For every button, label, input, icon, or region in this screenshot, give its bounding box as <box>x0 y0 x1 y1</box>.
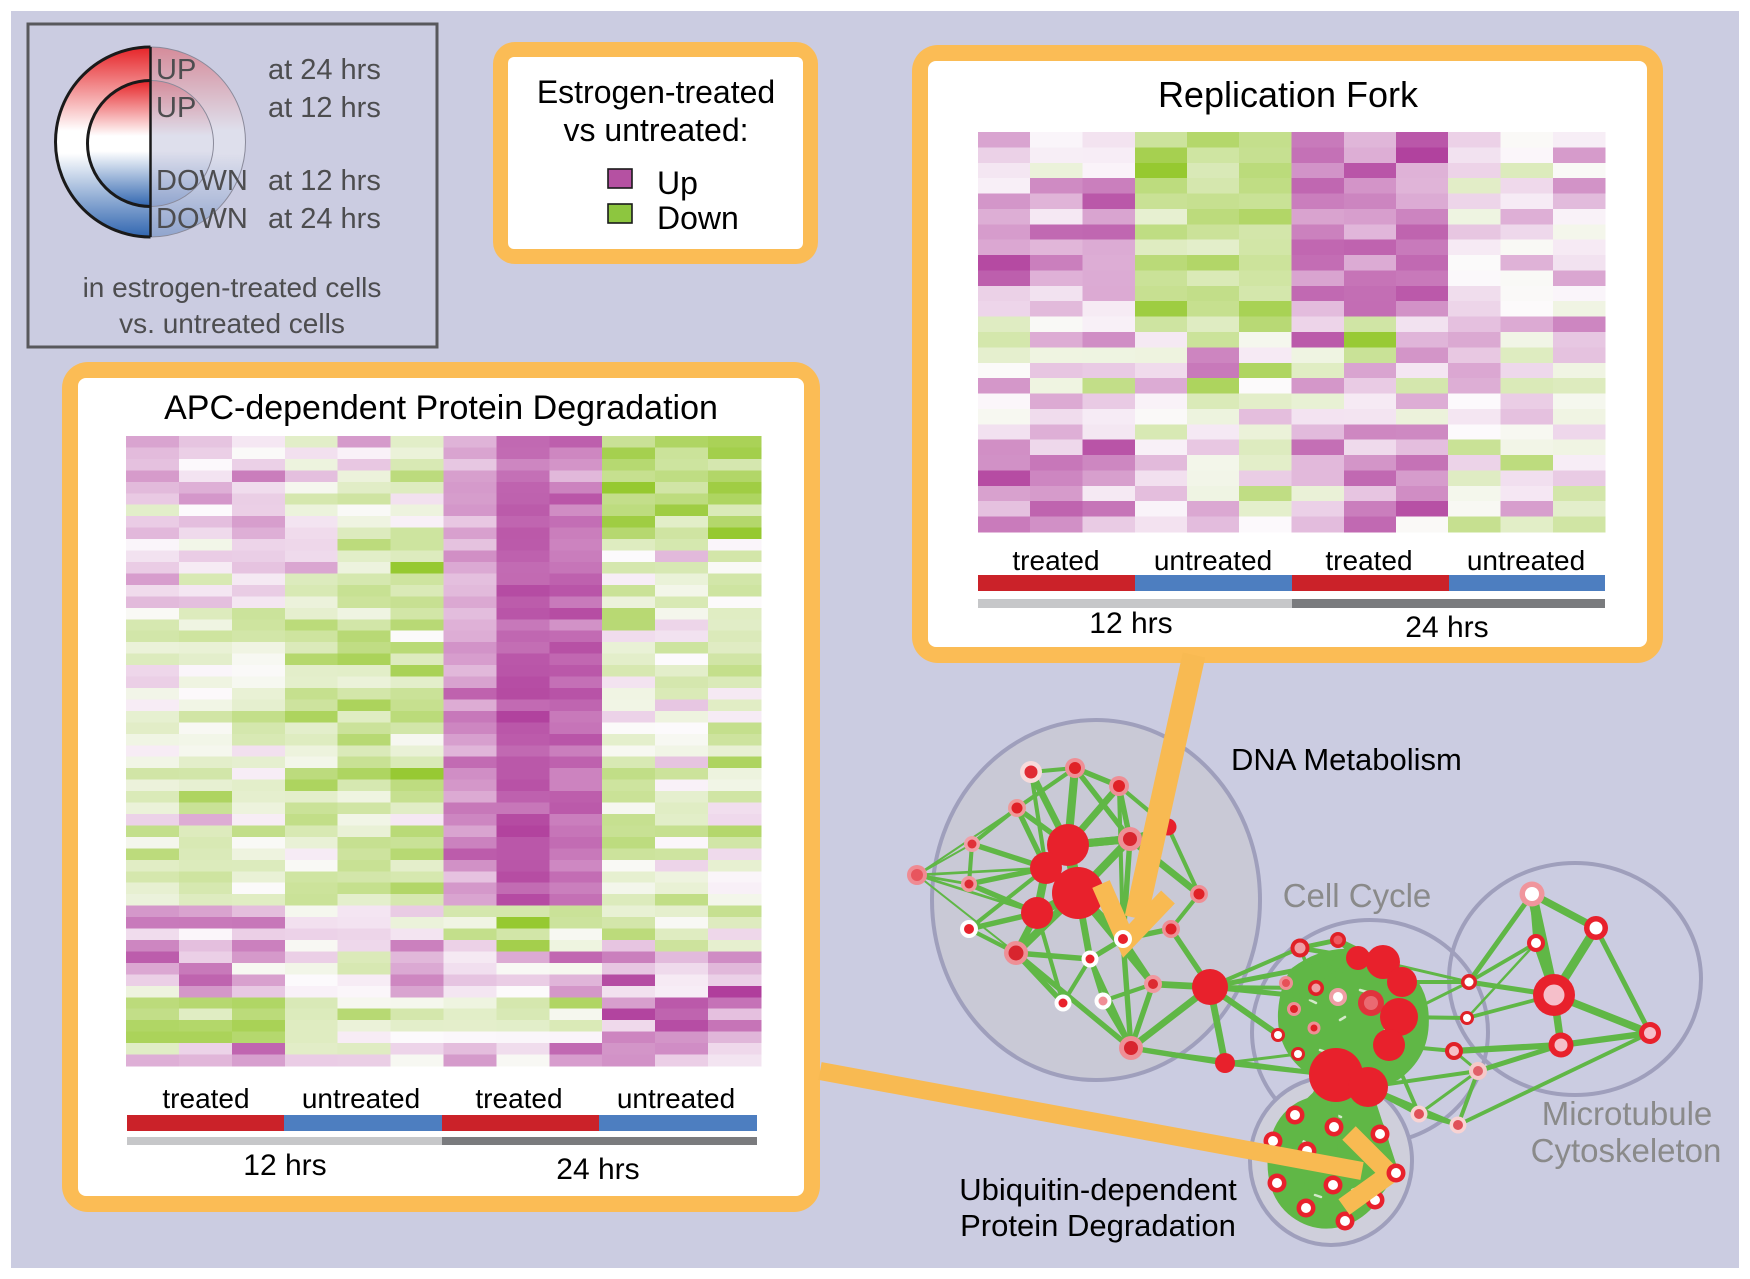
svg-text:APC-dependent Protein Degradat: APC-dependent Protein Degradation <box>164 389 718 427</box>
svg-text:untreated: untreated <box>617 1083 735 1114</box>
svg-text:Up: Up <box>657 165 698 201</box>
svg-text:treated: treated <box>162 1083 249 1114</box>
svg-text:treated: treated <box>475 1083 562 1114</box>
svg-text:Down: Down <box>657 200 739 236</box>
svg-text:at 24 hrs: at 24 hrs <box>268 54 381 86</box>
svg-text:vs. untreated cells: vs. untreated cells <box>119 308 345 339</box>
svg-text:at 24 hrs: at 24 hrs <box>268 203 381 235</box>
svg-text:UP: UP <box>156 92 196 124</box>
svg-text:Estrogen-treated: Estrogen-treated <box>537 74 775 110</box>
svg-text:vs untreated:: vs untreated: <box>564 112 749 148</box>
svg-text:Ubiquitin-dependent: Ubiquitin-dependent <box>959 1172 1237 1207</box>
svg-text:untreated: untreated <box>302 1083 420 1114</box>
svg-text:DOWN: DOWN <box>156 165 248 197</box>
svg-text:Cell Cycle: Cell Cycle <box>1283 877 1432 914</box>
svg-text:treated: treated <box>1012 545 1099 576</box>
svg-text:24 hrs: 24 hrs <box>1405 611 1488 644</box>
svg-text:untreated: untreated <box>1467 545 1585 576</box>
svg-text:treated: treated <box>1325 545 1412 576</box>
svg-text:Protein Degradation: Protein Degradation <box>960 1208 1236 1243</box>
svg-text:untreated: untreated <box>1154 545 1272 576</box>
svg-text:Replication Fork: Replication Fork <box>1158 74 1419 115</box>
svg-text:12 hrs: 12 hrs <box>1089 607 1172 640</box>
svg-text:UP: UP <box>156 54 196 86</box>
svg-text:Microtubule: Microtubule <box>1542 1095 1713 1132</box>
svg-text:DNA Metabolism: DNA Metabolism <box>1231 742 1462 777</box>
svg-text:DOWN: DOWN <box>156 203 248 235</box>
svg-text:at 12 hrs: at 12 hrs <box>268 165 381 197</box>
svg-text:24 hrs: 24 hrs <box>556 1153 639 1186</box>
svg-text:12 hrs: 12 hrs <box>243 1149 326 1182</box>
svg-text:at 12 hrs: at 12 hrs <box>268 92 381 124</box>
svg-text:Cytoskeleton: Cytoskeleton <box>1531 1132 1722 1169</box>
svg-text:in estrogen-treated cells: in estrogen-treated cells <box>83 272 382 303</box>
